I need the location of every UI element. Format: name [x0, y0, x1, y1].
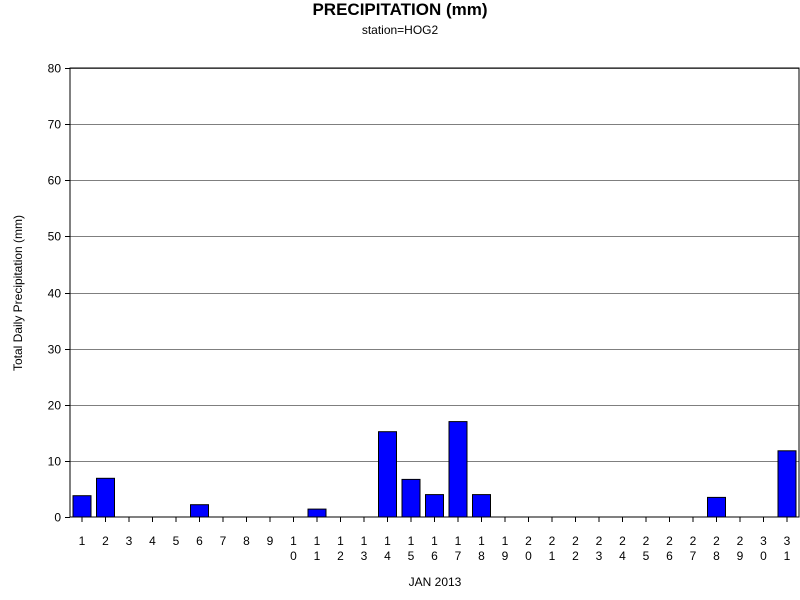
x-tick-label: 6	[196, 534, 203, 548]
y-axis-label: Total Daily Precipitation (mm)	[11, 215, 25, 371]
y-tick-label: 20	[48, 399, 62, 413]
bar-day-11	[307, 508, 327, 518]
x-tick-label: 7	[220, 534, 227, 548]
bars	[72, 421, 797, 518]
bar-day-31	[777, 450, 797, 518]
chart-subtitle: station=HOG2	[361, 23, 439, 37]
bar-day-15	[401, 478, 421, 518]
bar-day-28	[707, 496, 726, 518]
bar-day-18	[472, 494, 491, 518]
bar-day-17	[448, 421, 468, 518]
x-tick-label: 1	[79, 534, 86, 548]
x-tick-label: 4	[149, 534, 156, 548]
x-axis-label: JAN 2013	[409, 575, 462, 589]
y-tick-label: 40	[48, 287, 62, 301]
plot-frame	[69, 67, 800, 518]
chart-title: PRECIPITATION (mm)	[312, 0, 488, 19]
y-axis-ticks: 0 10 20 30 40 50 60 70 80	[48, 62, 70, 525]
y-tick-label: 10	[48, 455, 62, 469]
bar-day-2	[96, 477, 115, 518]
x-tick-label: 2	[102, 534, 109, 548]
y-tick-label: 70	[48, 118, 62, 132]
bar-day-14	[378, 431, 397, 518]
bar-day-1	[72, 495, 92, 518]
x-tick-label: 3	[126, 534, 133, 548]
x-tick-label: 5	[173, 534, 180, 548]
x-axis-ticks: 1 2 3 4 5 6 7 8 9 1 01 11 21 31 41 51 61 71 81 92 02 12 22 32 42…	[79, 517, 791, 563]
grid-lines	[70, 68, 799, 462]
y-tick-label: 50	[48, 230, 62, 244]
x-tick-label: 8	[243, 534, 250, 548]
y-tick-label: 30	[48, 343, 62, 357]
bar-day-6	[190, 504, 209, 518]
y-tick-label: 0	[54, 511, 61, 525]
y-tick-label: 60	[48, 174, 62, 188]
bar-day-16	[425, 494, 444, 518]
y-tick-label: 80	[48, 62, 62, 76]
x-tick-label: 9	[267, 534, 274, 548]
